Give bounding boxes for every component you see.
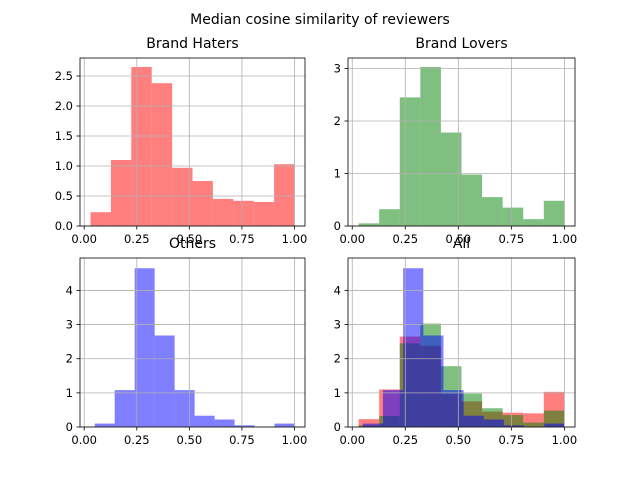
y-tick-label: 2 bbox=[334, 352, 341, 366]
histogram-bar bbox=[212, 199, 234, 226]
x-tick-label: 1.00 bbox=[552, 232, 578, 246]
histogram-bar bbox=[483, 419, 504, 427]
y-tick-label: 2 bbox=[66, 352, 73, 366]
histogram-bar bbox=[543, 410, 565, 427]
y-tick-label: 0.0 bbox=[55, 219, 73, 233]
x-tick-label: 0.25 bbox=[124, 232, 150, 246]
histogram-bar bbox=[440, 132, 462, 226]
axes-frame bbox=[79, 257, 306, 428]
histogram-bar bbox=[403, 268, 424, 427]
y-tick-label: 3 bbox=[66, 318, 73, 332]
histogram-bar bbox=[274, 164, 295, 226]
subplot-title: All bbox=[453, 236, 470, 252]
histogram-bar bbox=[523, 219, 544, 226]
y-tick-label: 1 bbox=[334, 386, 341, 400]
histogram-bar bbox=[443, 390, 464, 427]
histogram-bar bbox=[194, 415, 215, 427]
x-tick-label: 1.00 bbox=[282, 232, 308, 246]
histogram-bar bbox=[214, 419, 235, 427]
x-tick-label: 0.75 bbox=[499, 433, 525, 447]
histogram-bar bbox=[154, 335, 175, 427]
y-tick-label: 4 bbox=[334, 283, 341, 297]
histogram-bar bbox=[172, 167, 193, 226]
histogram-bar bbox=[233, 200, 254, 226]
histogram-bar bbox=[523, 422, 544, 427]
x-tick-label: 0.50 bbox=[446, 232, 472, 246]
y-tick-label: 1 bbox=[66, 386, 73, 400]
figure-title: Median cosine similarity of reviewers bbox=[190, 12, 450, 28]
x-tick-label: 0.75 bbox=[229, 232, 255, 246]
histogram-bar bbox=[192, 181, 213, 226]
x-tick-label: 0.50 bbox=[177, 433, 203, 447]
x-tick-label: 0.00 bbox=[71, 433, 97, 447]
x-tick-label: 0.75 bbox=[229, 433, 255, 447]
y-tick-label: 2.0 bbox=[55, 99, 73, 113]
histogram-bar bbox=[379, 209, 400, 226]
y-tick-label: 0.5 bbox=[55, 189, 73, 203]
histogram-bar bbox=[502, 207, 524, 226]
histogram-bar bbox=[94, 423, 115, 427]
x-tick-label: 0.50 bbox=[446, 433, 472, 447]
histogram-bar bbox=[463, 415, 484, 427]
y-tick-label: 3 bbox=[334, 62, 341, 76]
y-tick-label: 1.0 bbox=[55, 159, 73, 173]
histogram-bar bbox=[544, 423, 565, 427]
histogram-bar bbox=[114, 390, 135, 427]
histogram-bar bbox=[90, 212, 111, 226]
histogram-bar bbox=[358, 223, 380, 226]
y-tick-label: 0 bbox=[334, 219, 341, 233]
histogram-bar bbox=[110, 160, 132, 226]
axes-frame bbox=[347, 257, 576, 428]
histogram-bar bbox=[253, 202, 275, 226]
y-tick-label: 0 bbox=[66, 420, 73, 434]
histogram-bar bbox=[383, 390, 404, 427]
y-tick-label: 3 bbox=[334, 318, 341, 332]
axes-frame bbox=[79, 57, 306, 227]
axes-frame bbox=[347, 57, 576, 227]
y-tick-label: 0 bbox=[334, 420, 341, 434]
histogram-bar bbox=[131, 67, 152, 226]
histogram-bar bbox=[420, 66, 441, 226]
y-tick-label: 2 bbox=[334, 114, 341, 128]
y-tick-label: 1.5 bbox=[55, 129, 73, 143]
histogram-bar bbox=[543, 200, 565, 226]
subplot-title: Brand Haters bbox=[146, 36, 238, 52]
histogram-bar bbox=[503, 425, 525, 427]
x-tick-label: 0.25 bbox=[392, 433, 418, 447]
histogram-bar bbox=[274, 423, 295, 427]
x-tick-label: 0.50 bbox=[177, 232, 203, 246]
y-tick-label: 2.5 bbox=[55, 69, 73, 83]
x-tick-label: 0.25 bbox=[392, 232, 418, 246]
x-tick-label: 0.00 bbox=[339, 433, 365, 447]
histogram-bar bbox=[423, 335, 444, 427]
histogram-bar bbox=[461, 174, 483, 226]
x-tick-label: 1.00 bbox=[282, 433, 308, 447]
x-tick-label: 1.00 bbox=[552, 433, 578, 447]
x-tick-label: 0.00 bbox=[71, 232, 97, 246]
histogram-bar bbox=[502, 415, 524, 427]
plot-area bbox=[90, 67, 295, 226]
histogram-bar bbox=[362, 423, 384, 427]
histogram-bar bbox=[234, 425, 255, 427]
x-tick-label: 0.75 bbox=[499, 232, 525, 246]
histogram-bar bbox=[151, 83, 173, 226]
subplot-title: Others bbox=[169, 236, 216, 252]
y-tick-label: 1 bbox=[334, 167, 341, 181]
histogram-bar bbox=[174, 390, 195, 427]
y-tick-label: 4 bbox=[66, 283, 73, 297]
histogram-bar bbox=[482, 197, 503, 226]
histogram-bar bbox=[358, 419, 380, 427]
histogram-bar bbox=[134, 268, 155, 427]
x-tick-label: 0.25 bbox=[124, 433, 150, 447]
subplot-title: Brand Lovers bbox=[415, 36, 507, 52]
histogram-bar bbox=[399, 97, 421, 226]
x-tick-label: 0.00 bbox=[339, 232, 365, 246]
